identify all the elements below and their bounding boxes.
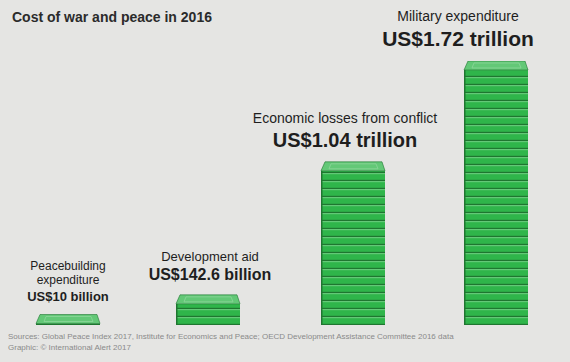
chart-title: Cost of war and peace in 2016: [12, 9, 212, 25]
stack-body: [176, 304, 240, 325]
label-group: Military expenditure US$1.72 trillion: [343, 8, 570, 51]
stack-top: [321, 162, 385, 171]
category-label: Development aid: [110, 249, 310, 265]
stack-body: [464, 70, 528, 325]
annotation: Graphic: © International Alert 2017: [8, 343, 131, 352]
money-stack: [176, 295, 240, 325]
data-label: US$1.72 trillion: [343, 27, 570, 51]
annotation: Sources: Global Peace Index 2017, Instit…: [8, 332, 454, 341]
marks: [36, 61, 528, 325]
label-group: Economic losses from conflict US$1.04 tri…: [225, 110, 465, 152]
stack-top: [176, 295, 240, 304]
money-stack: [36, 315, 100, 325]
bill-print: [329, 164, 378, 169]
data-label: US$1.04 trillion: [225, 129, 465, 152]
bill-print: [44, 317, 93, 322]
stack-side: [176, 304, 178, 325]
stack-top: [36, 315, 100, 324]
category-label: Economic losses from conflict: [225, 110, 465, 127]
chart: Cost of war and peace in 2016 Peacebuildi…: [0, 0, 570, 362]
stack-side: [321, 171, 323, 325]
bill-print: [472, 63, 521, 68]
category-label: Peacebuilding expenditure: [13, 259, 123, 288]
bill-print: [184, 297, 233, 302]
money-stack: [464, 61, 528, 325]
stack-side: [464, 70, 466, 325]
data-label: US$142.6 billion: [110, 266, 310, 284]
data-label: US$10 billion: [13, 290, 123, 305]
money-stack: [321, 162, 385, 325]
chart-svg: [0, 0, 570, 362]
category-label: Military expenditure: [343, 8, 570, 25]
label-group: Peacebuilding expenditure US$10 billion: [13, 259, 123, 305]
stack-top: [464, 61, 528, 70]
page: {"chart_data": {"type": "bar", "title": …: [0, 0, 570, 362]
stack-body: [321, 171, 385, 325]
label-group: Development aidUS$142.6 billion: [110, 249, 310, 285]
